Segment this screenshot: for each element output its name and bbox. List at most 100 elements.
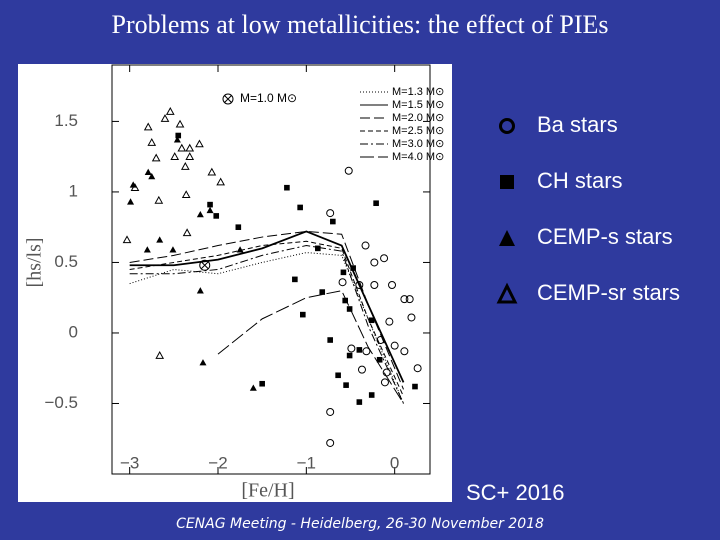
- plot-frame: [111, 64, 431, 475]
- ba-star-point: [400, 347, 409, 356]
- cemp-sr-point: [195, 139, 204, 148]
- ch-star-point: [175, 132, 182, 139]
- x-tick-label: 0: [390, 453, 399, 472]
- cemp-s-point: [206, 206, 214, 214]
- ba-star-point: [380, 378, 389, 387]
- ba-star-point: [382, 368, 391, 377]
- x-tick-label: −2: [208, 453, 227, 472]
- cemp-sr-point: [175, 119, 185, 128]
- y-tick-label: 1: [69, 181, 78, 200]
- cemp-sr-point: [207, 167, 217, 176]
- ch-star-point: [327, 337, 333, 343]
- cemp-sr-point: [147, 138, 157, 146]
- y-tick-label: 1.5: [54, 111, 78, 130]
- ch-star-point: [340, 269, 347, 276]
- legend-label: CEMP-s stars: [537, 224, 673, 249]
- ch-star-point: [412, 383, 418, 390]
- ch-star-point: [356, 347, 363, 353]
- plot-background: [18, 64, 452, 502]
- model-line: [129, 230, 405, 383]
- reference-legend-label: M=1.0 M⊙: [240, 91, 297, 105]
- ch-star-point: [342, 297, 348, 304]
- ba-star-point: [326, 209, 335, 218]
- ba-star-point: [385, 317, 394, 326]
- ba-star-point: [326, 438, 335, 447]
- cemp-sr-point: [160, 114, 170, 122]
- cemp-s-point: [156, 236, 164, 243]
- cemp-s-point: [143, 246, 151, 253]
- cemp-sr-point: [180, 162, 190, 170]
- cemp-s-point: [169, 246, 177, 253]
- ch-star-point: [376, 356, 383, 363]
- legend-marker: [500, 175, 514, 189]
- cemp-sr-point: [170, 152, 180, 160]
- ba-star-point: [380, 254, 389, 263]
- ch-star-point: [213, 213, 220, 219]
- y-tick-label: 0: [69, 322, 78, 341]
- cemp-sr-point: [216, 177, 225, 186]
- ch-star-point: [330, 218, 336, 225]
- ba-star-point: [390, 341, 399, 350]
- cemp-s-point: [196, 210, 204, 218]
- cemp-sr-point: [181, 190, 191, 199]
- ba-star-point: [361, 241, 370, 250]
- ch-star-point: [259, 380, 265, 387]
- ch-star-point: [284, 184, 290, 191]
- legend-label: Ba stars: [537, 112, 618, 137]
- ba-star-point: [388, 281, 397, 290]
- cemp-sr-point: [154, 195, 164, 204]
- ch-star-point: [335, 372, 341, 379]
- ba-star-point: [357, 365, 366, 374]
- y-tick-label: −0.5: [44, 393, 78, 412]
- cemp-s-point: [129, 181, 137, 188]
- model-line: [217, 290, 404, 404]
- ba-star-point: [407, 313, 416, 322]
- cemp-sr-point: [185, 143, 195, 152]
- cemp-s-point: [199, 359, 207, 366]
- ba-star-point: [370, 258, 379, 267]
- line-legend-label: M=3.0 M⊙: [392, 138, 444, 150]
- x-tick-label: −3: [120, 453, 139, 472]
- ch-star-point: [350, 265, 356, 271]
- reference-legend-symbol: [222, 93, 234, 105]
- cemp-s-point: [144, 168, 152, 175]
- legend-marker: [496, 282, 518, 304]
- ba-star-point: [413, 364, 422, 373]
- legend-marker: [499, 118, 515, 134]
- y-tick-label: 0.5: [54, 252, 78, 271]
- line-legend-label: M=1.3 M⊙: [392, 86, 444, 98]
- cemp-sr-point: [182, 228, 192, 237]
- cemp-sr-point: [155, 351, 165, 359]
- model-line: [129, 245, 404, 404]
- cemp-sr-point: [185, 152, 195, 160]
- reference-point-cross: [200, 261, 209, 270]
- ba-star-point: [370, 281, 379, 290]
- ba-star-point: [400, 295, 409, 304]
- footer: CENAG Meeting - Heidelberg, 26-30 Novemb…: [176, 516, 544, 532]
- ba-star-point: [355, 281, 364, 290]
- legend-marker: [499, 230, 515, 246]
- cemp-s-point: [173, 136, 181, 143]
- model-line: [129, 230, 404, 390]
- ba-star-point: [326, 407, 335, 416]
- cemp-sr-point: [143, 122, 153, 131]
- ch-star-point: [207, 201, 213, 208]
- cemp-sr-point: [151, 153, 161, 162]
- ba-star-point: [338, 278, 347, 287]
- cemp-s-point: [249, 384, 257, 391]
- reference-point: [199, 259, 211, 271]
- ch-star-point: [315, 245, 321, 252]
- ch-star-point: [297, 204, 303, 211]
- cemp-s-point: [236, 246, 244, 253]
- ch-star-point: [368, 317, 375, 324]
- line-legend-label: M=2.5 M⊙: [392, 125, 444, 137]
- ch-star-point: [368, 392, 375, 398]
- ch-star-point: [356, 399, 363, 405]
- ba-star-point: [347, 344, 356, 353]
- ch-star-point: [346, 352, 353, 359]
- model-line: [129, 240, 404, 397]
- credit: SC+ 2016: [466, 480, 565, 505]
- ba-star-point: [362, 347, 371, 356]
- reference-legend-cross: [224, 95, 232, 103]
